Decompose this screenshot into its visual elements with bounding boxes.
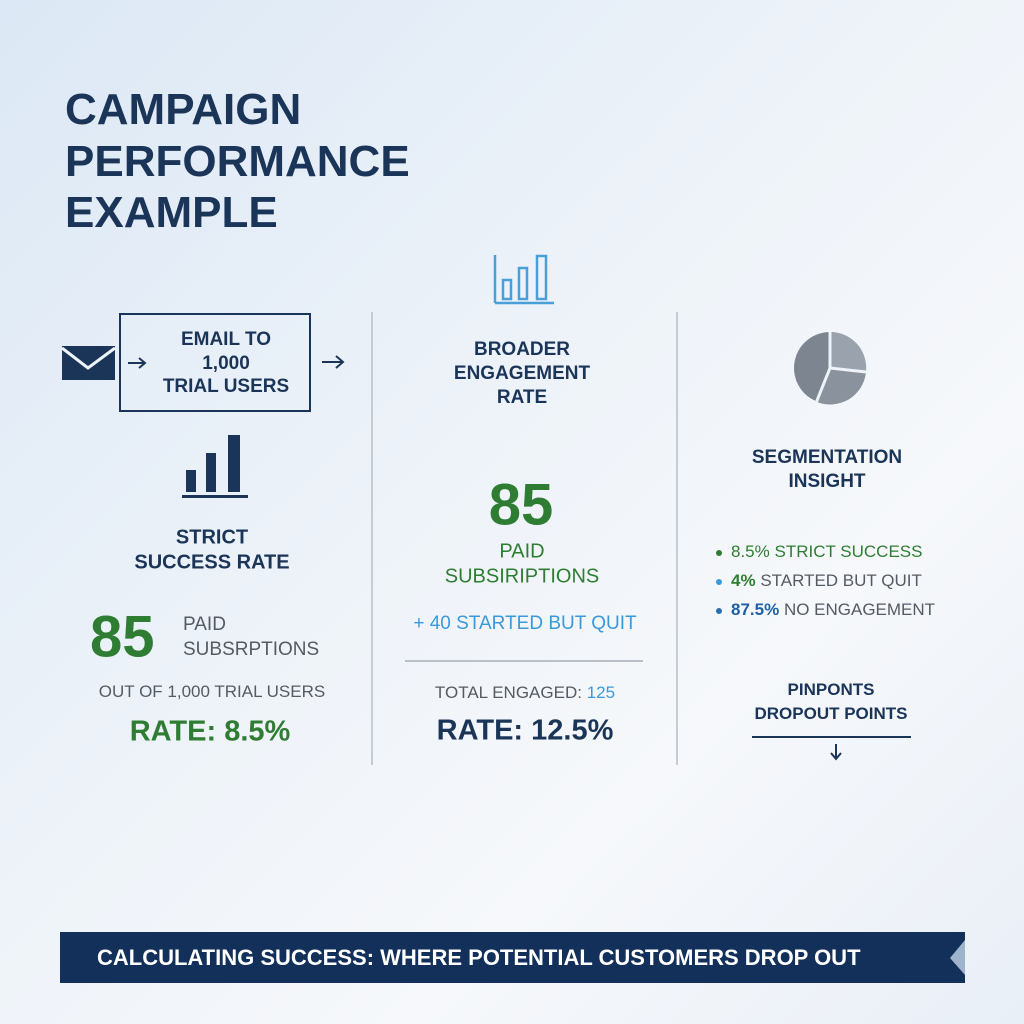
segment: 8.5% STRICT SUCCESS (716, 542, 922, 562)
box-text: 1,000 (202, 353, 250, 374)
heading: INSIGHT (788, 471, 866, 492)
footer-text: DROPOUT POINTS (754, 704, 908, 723)
heading: SEGMENTATION (751, 447, 903, 468)
box-text: TRIAL USERS (162, 376, 290, 397)
segment: 4% STARTED BUT QUIT (716, 571, 922, 591)
bullet (716, 578, 722, 585)
heading: SUCCESS RATE (134, 551, 290, 574)
divider (676, 312, 678, 765)
bullet (716, 549, 722, 556)
number-label: PAID (183, 614, 226, 635)
bullet (716, 607, 722, 614)
footer-text: PINPONTS (787, 680, 875, 699)
pie-icon (794, 331, 867, 405)
divider (371, 312, 373, 765)
bar-icon (182, 435, 248, 498)
segment-value: 4% (731, 571, 756, 590)
envelope-icon (61, 346, 116, 380)
total: TOTAL ENGAGED: 125 (435, 683, 615, 703)
banner-text: CALCULATING SUCCESS: WHERE POTENTIAL CUS… (97, 945, 861, 970)
total-value: 125 (586, 683, 616, 702)
banner (60, 932, 965, 983)
box-text: EMAIL TO (180, 329, 272, 350)
total-label: TOTAL ENGAGED: (434, 683, 582, 702)
segment-value: 8.5% (731, 542, 770, 561)
rate: RATE: 12.5% (436, 714, 614, 747)
title-line: PERFORMANCE (65, 137, 410, 186)
heading: RATE (496, 387, 548, 408)
segment-label: STRICT SUCCESS (774, 542, 923, 561)
heading: ENGAGEMENT (453, 363, 591, 384)
big-number: 85 (90, 604, 155, 670)
note: OUT OF 1,000 TRIAL USERS (98, 682, 326, 701)
segment-label: STARTED BUT QUIT (760, 571, 922, 590)
segment-value: 87.5% (731, 600, 780, 619)
bar-icon (493, 254, 554, 305)
input-box (119, 313, 311, 412)
number-label: PAID (499, 540, 545, 563)
title-line: CAMPAIGN (65, 85, 302, 134)
heading: BROADER (473, 339, 571, 360)
segment-label: NO ENGAGEMENT (783, 600, 936, 619)
rate: RATE: 8.5% (129, 715, 291, 748)
title-line: EXAMPLE (65, 188, 278, 237)
arrow (830, 744, 842, 761)
number-label: SUBSRPTIONS (183, 639, 320, 660)
number-label: SUBSIRIPTIONS (444, 565, 600, 588)
note: + 40 STARTED BUT QUIT (413, 613, 637, 634)
segment: 87.5% NO ENGAGEMENT (716, 600, 935, 620)
big-number: 85 (488, 472, 554, 538)
heading: STRICT (175, 526, 249, 549)
arrow (128, 355, 345, 369)
